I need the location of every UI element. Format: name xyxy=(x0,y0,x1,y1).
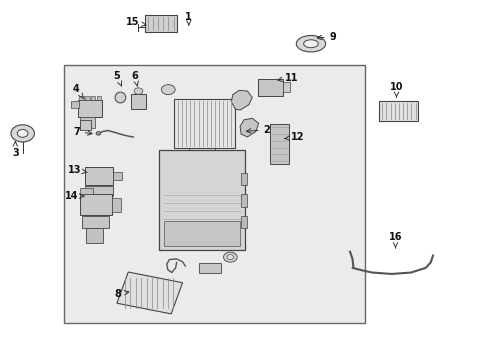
Bar xyxy=(112,198,121,212)
Bar xyxy=(241,194,247,207)
Text: 10: 10 xyxy=(390,82,403,97)
Text: 7: 7 xyxy=(73,127,92,136)
Bar xyxy=(79,96,84,100)
Bar xyxy=(86,228,103,243)
Bar xyxy=(85,96,90,100)
Text: 16: 16 xyxy=(389,232,402,248)
Text: 1: 1 xyxy=(185,12,192,25)
Text: 13: 13 xyxy=(68,165,87,175)
Bar xyxy=(85,167,113,185)
Text: 2: 2 xyxy=(246,125,270,135)
Bar xyxy=(64,65,365,323)
Ellipse shape xyxy=(223,252,237,262)
Bar xyxy=(80,117,95,128)
Bar xyxy=(270,125,289,164)
Bar xyxy=(241,216,247,228)
Bar xyxy=(80,188,93,194)
Bar xyxy=(164,221,240,246)
Text: 11: 11 xyxy=(278,73,298,83)
Bar xyxy=(131,94,146,109)
Ellipse shape xyxy=(96,132,101,135)
Bar xyxy=(85,186,113,196)
Bar xyxy=(82,216,109,228)
Ellipse shape xyxy=(304,40,318,48)
Bar xyxy=(145,15,176,32)
Text: 12: 12 xyxy=(285,132,304,142)
Polygon shape xyxy=(240,118,259,137)
Bar xyxy=(283,82,290,92)
Ellipse shape xyxy=(11,125,34,142)
Bar xyxy=(97,96,101,100)
Text: 8: 8 xyxy=(115,289,129,299)
Bar xyxy=(71,101,79,108)
Bar xyxy=(241,173,247,185)
Bar xyxy=(80,194,112,215)
Ellipse shape xyxy=(227,255,234,260)
Bar xyxy=(80,120,91,130)
Bar xyxy=(78,100,102,117)
Ellipse shape xyxy=(17,130,28,137)
Bar xyxy=(190,140,215,149)
Text: 4: 4 xyxy=(73,84,83,99)
Bar xyxy=(174,99,235,148)
Text: 5: 5 xyxy=(114,71,122,86)
Text: 9: 9 xyxy=(317,32,336,41)
Ellipse shape xyxy=(296,36,326,52)
Bar xyxy=(379,101,418,121)
Text: 14: 14 xyxy=(65,191,84,201)
Text: 3: 3 xyxy=(12,141,19,158)
Ellipse shape xyxy=(161,85,175,95)
Text: 15: 15 xyxy=(126,17,146,27)
Bar xyxy=(159,149,245,250)
Text: 6: 6 xyxy=(132,71,139,86)
Polygon shape xyxy=(231,90,252,110)
Bar xyxy=(198,263,220,273)
Bar xyxy=(113,172,122,180)
Bar xyxy=(91,96,96,100)
Ellipse shape xyxy=(134,88,143,94)
Ellipse shape xyxy=(115,92,126,103)
Bar xyxy=(117,272,183,314)
Bar xyxy=(258,79,283,96)
